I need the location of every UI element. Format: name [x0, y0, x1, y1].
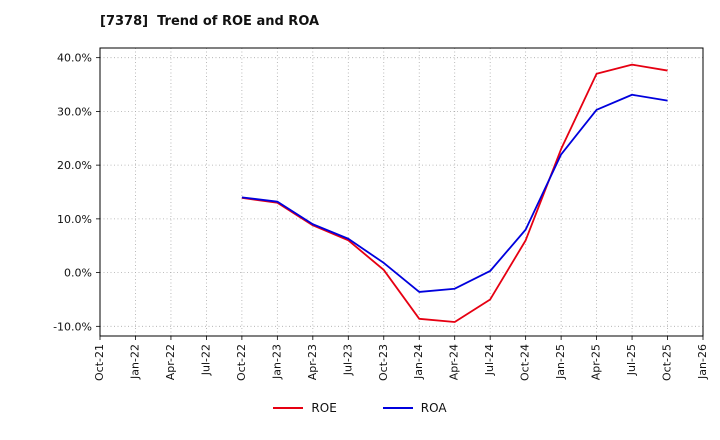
- x-tick-label: Apr-22: [164, 344, 177, 380]
- chart-title: [7378] Trend of ROE and ROA: [100, 14, 320, 29]
- x-tick-label: Jul-24: [483, 344, 496, 376]
- x-tick-label: Oct-25: [661, 344, 674, 381]
- x-tick-label: Oct-24: [519, 344, 532, 381]
- roe-line: [241, 63, 668, 323]
- x-tick-label: Apr-25: [590, 344, 603, 380]
- y-tick-label: 10.0%: [57, 213, 92, 226]
- x-tick-label: Jul-22: [199, 344, 212, 376]
- x-tick-label: Oct-23: [377, 344, 390, 381]
- legend-label-roa: ROA: [420, 401, 447, 415]
- x-tick-label: Jan-26: [696, 344, 709, 380]
- legend-item-roe: ROE: [273, 401, 337, 415]
- x-tick-label: Jul-23: [341, 344, 354, 376]
- y-tick-label: 20.0%: [57, 159, 92, 172]
- chart-legend: ROE ROA: [0, 401, 720, 415]
- plot-border: [99, 47, 704, 337]
- roa-line-swatch: [382, 407, 413, 409]
- x-tick-label: Oct-21: [93, 344, 106, 381]
- x-tick-label: Jan-25: [554, 344, 567, 380]
- x-tick-label: Apr-24: [448, 344, 461, 380]
- x-tick-label: Apr-23: [306, 344, 319, 380]
- y-tick-label: 40.0%: [57, 52, 92, 65]
- x-tick-label: Jan-23: [270, 344, 283, 380]
- x-tick-label: Jul-25: [625, 344, 638, 376]
- chart-svg: -10.0% 0.0% 10.0% 20.0% 30.0% 40.0% Oct-21 Jan-…: [53, 47, 709, 381]
- roa-line: [241, 93, 668, 293]
- x-tick-label: Jan-22: [128, 344, 141, 380]
- y-tick-label: -10.0%: [53, 320, 92, 333]
- legend-item-roa: ROA: [382, 401, 447, 415]
- x-tick-label: Oct-22: [235, 344, 248, 381]
- x-tick-label: Jan-24: [412, 344, 425, 380]
- legend-label-roe: ROE: [311, 401, 337, 415]
- roe-line-swatch: [273, 407, 304, 409]
- y-tick-label: 0.0%: [64, 267, 92, 280]
- y-tick-label: 30.0%: [57, 105, 92, 118]
